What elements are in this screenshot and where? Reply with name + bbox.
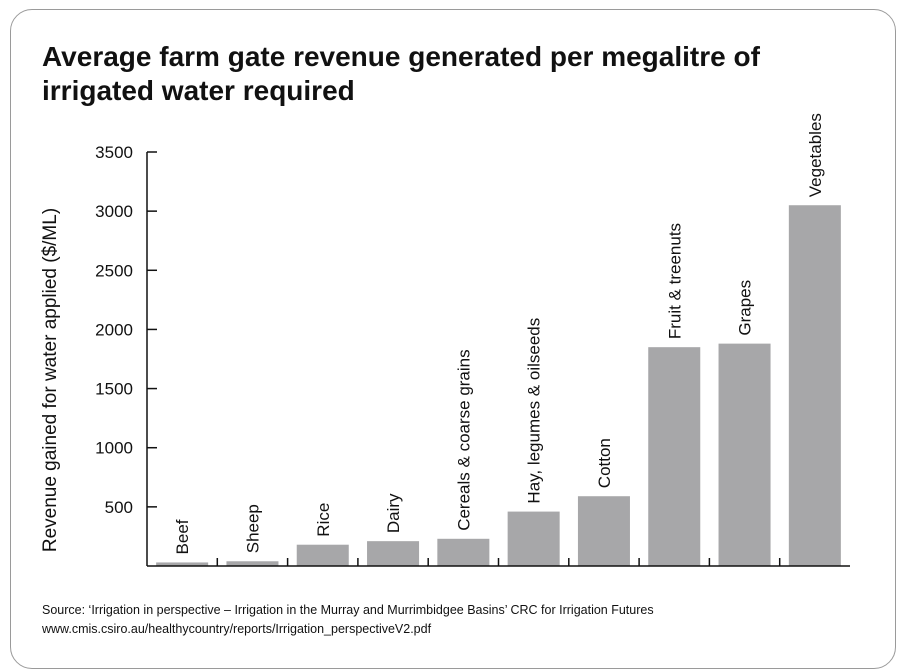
source-line-2: www.cmis.csiro.au/healthycountry/reports… [42, 622, 432, 636]
bar [367, 541, 420, 566]
category-label: Sheep [243, 504, 262, 553]
bar [718, 343, 771, 566]
bar [577, 496, 630, 566]
bar [226, 561, 279, 566]
bar [788, 205, 841, 566]
source-note: Source: ‘Irrigation in perspective – Irr… [42, 601, 882, 639]
y-tick-label: 2000 [95, 320, 133, 339]
category-label: Grapes [736, 280, 755, 336]
category-label: Cereals & coarse grains [454, 349, 473, 530]
category-label: Beef [173, 519, 192, 554]
bar [648, 347, 701, 566]
y-tick-label: 3000 [95, 202, 133, 221]
category-label: Vegetables [806, 113, 825, 197]
category-label: Rice [314, 503, 333, 537]
bar [437, 538, 490, 566]
category-label: Cotton [595, 438, 614, 488]
y-tick-label: 1500 [95, 380, 133, 399]
chart-title: Average farm gate revenue generated per … [42, 41, 760, 106]
y-tick-label: 500 [105, 498, 133, 517]
y-tick-label: 3500 [95, 143, 133, 162]
category-label: Dairy [384, 493, 403, 533]
bar [156, 562, 209, 566]
bar [296, 544, 349, 566]
bar [507, 511, 560, 566]
y-tick-label: 2500 [95, 261, 133, 280]
y-tick-label: 1000 [95, 439, 133, 458]
category-label: Hay, legumes & oilseeds [525, 318, 544, 504]
bar-chart: 500 1000 1500 2000 2500 3000 3500 Beef Sheep Ric… [40, 113, 850, 567]
y-axis-label: Revenue gained for water applied ($/ML) [40, 208, 61, 552]
source-line-1: Source: ‘Irrigation in perspective – Irr… [42, 603, 654, 617]
category-label: Fruit & treenuts [665, 223, 684, 339]
